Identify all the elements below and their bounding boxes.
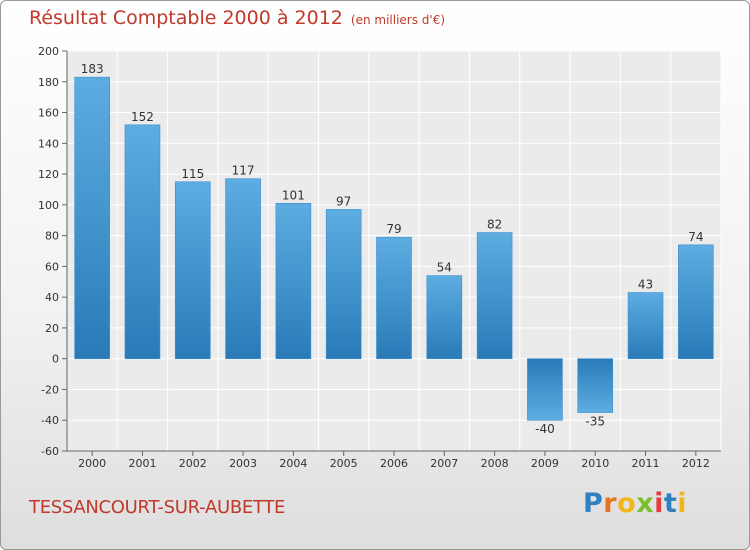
value-label: 82 xyxy=(487,218,502,232)
y-tick-label: 100 xyxy=(38,199,59,212)
bar-2012 xyxy=(678,244,714,359)
x-tick-label: 2011 xyxy=(632,457,660,470)
value-label: 43 xyxy=(638,278,653,292)
x-tick-label: 2010 xyxy=(581,457,609,470)
logo-letter: P xyxy=(583,488,604,519)
value-label: -40 xyxy=(535,422,555,436)
x-tick-label: 2001 xyxy=(128,457,156,470)
y-tick-label: -20 xyxy=(41,383,59,396)
logo-letter: i xyxy=(654,488,664,519)
y-tick-label: 180 xyxy=(38,76,59,89)
value-label: 54 xyxy=(437,261,452,275)
y-tick-label: -40 xyxy=(41,414,59,427)
y-tick-label: 0 xyxy=(52,353,59,366)
value-label: 117 xyxy=(232,164,255,178)
bar-2011 xyxy=(627,292,664,359)
commune-name: TESSANCOURT-SUR-AUBETTE xyxy=(29,497,286,518)
value-label: 152 xyxy=(131,110,154,124)
logo-letter: i xyxy=(677,488,688,519)
logo-letter: x xyxy=(636,488,655,519)
value-label: 97 xyxy=(336,194,351,208)
x-tick-label: 2003 xyxy=(229,457,257,470)
x-tick-label: 2000 xyxy=(78,457,106,470)
chart-title: Résultat Comptable 2000 à 2012 (en millie… xyxy=(29,7,445,29)
y-tick-label: 60 xyxy=(45,260,59,273)
value-label: 74 xyxy=(688,230,703,244)
logo-letter: r xyxy=(603,488,618,519)
x-tick-label: 2004 xyxy=(279,457,307,470)
bar-2010 xyxy=(577,358,614,413)
bar-2002 xyxy=(174,181,211,359)
value-label: 115 xyxy=(181,167,204,181)
bar-2000 xyxy=(74,76,110,359)
bar-2006 xyxy=(376,236,412,359)
value-label: 79 xyxy=(386,222,401,236)
value-label: -35 xyxy=(585,415,605,429)
x-tick-label: 2002 xyxy=(179,457,207,470)
y-tick-label: 80 xyxy=(45,230,59,243)
bar-2009 xyxy=(527,358,563,421)
bar-2005 xyxy=(325,209,362,359)
value-labels: 183 152 115 117 101 97 79 54 82 -40 -35 43 74 xyxy=(81,62,704,436)
bar-2001 xyxy=(124,124,161,359)
axes: 200180160140120100806040200-20-40-602000… xyxy=(38,45,721,470)
logo-letter: t xyxy=(663,488,678,519)
y-tick-label: 160 xyxy=(38,107,59,120)
x-tick-label: 2005 xyxy=(330,457,358,470)
bar-2008 xyxy=(476,232,513,359)
y-tick-label: 200 xyxy=(38,45,59,58)
value-label: 101 xyxy=(282,188,305,202)
bar-2004 xyxy=(275,203,312,359)
x-tick-label: 2008 xyxy=(481,457,509,470)
bar-2007 xyxy=(426,275,463,359)
value-label: 183 xyxy=(81,62,104,76)
x-tick-label: 2006 xyxy=(380,457,408,470)
y-tick-label: 20 xyxy=(45,322,59,335)
x-tick-label: 2007 xyxy=(430,457,458,470)
title-unit: (en milliers d'€) xyxy=(350,13,446,27)
y-tick-label: -60 xyxy=(41,445,59,458)
x-tick-label: 2012 xyxy=(682,457,710,470)
logo-letter: o xyxy=(617,488,637,519)
bar-2003 xyxy=(225,178,261,359)
x-tick-label: 2009 xyxy=(531,457,559,470)
y-tick-label: 40 xyxy=(45,291,59,304)
proxiti-logo[interactable]: Proxiti xyxy=(583,488,687,519)
bars xyxy=(74,76,714,421)
y-tick-label: 120 xyxy=(38,168,59,181)
y-tick-label: 140 xyxy=(38,137,59,150)
title-text: Résultat Comptable 2000 à 2012 xyxy=(29,7,343,29)
